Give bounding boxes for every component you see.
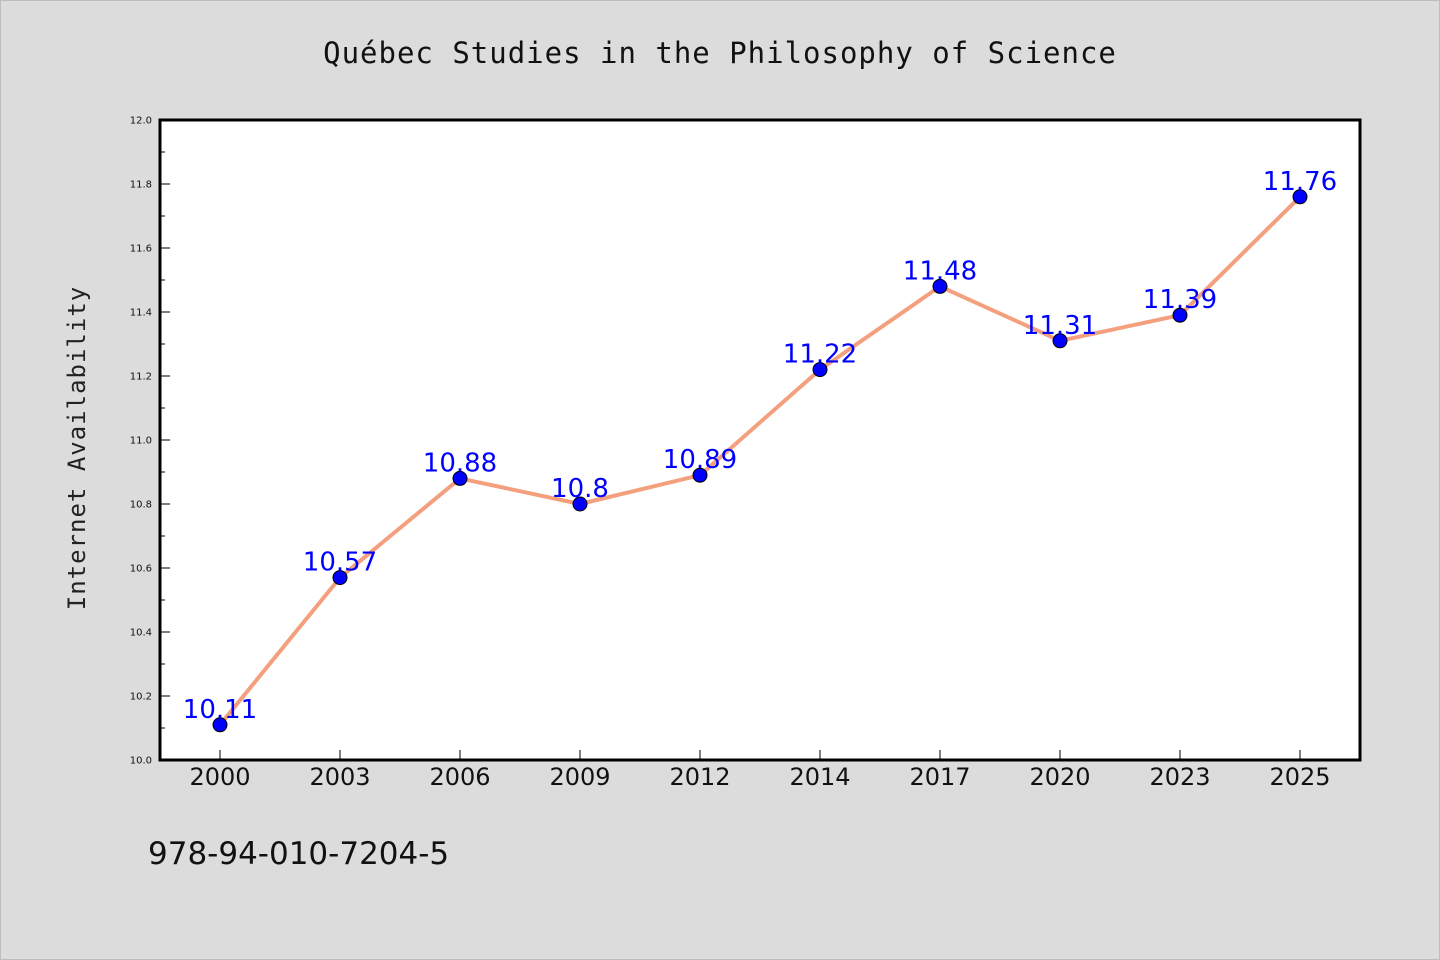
data-point	[812, 362, 828, 378]
data-point	[332, 570, 348, 586]
y-tick-label: 11.6	[130, 244, 152, 255]
data-label: 11.31	[1023, 311, 1097, 341]
x-tick-label: 2012	[669, 763, 730, 791]
y-tick-label: 11.8	[130, 180, 152, 191]
y-axis-label: Internet Availability	[63, 286, 91, 610]
y-axis: 10.0 10.2 10.4 10.6 10.8 11.0 11.2 11.4 11.6 11.8…	[130, 116, 170, 767]
x-tick-label: 2006	[429, 763, 490, 791]
data-label: 10.89	[663, 445, 737, 475]
data-point	[212, 717, 228, 733]
x-tick-label: 2020	[1029, 763, 1090, 791]
y-tick-label: 11.2	[130, 372, 152, 383]
data-label: 10.11	[183, 695, 257, 725]
x-tick-label: 2017	[909, 763, 970, 791]
data-point	[1052, 333, 1068, 349]
y-tick-label: 11.4	[130, 308, 152, 319]
x-tick-label: 2023	[1149, 763, 1210, 791]
data-label: 10.57	[303, 548, 377, 578]
y-tick-label: 10.0	[130, 756, 152, 767]
data-point	[572, 496, 588, 512]
series-line	[218, 194, 1302, 727]
x-axis: 2000 2003 2006 2009 2012 2014 2017 2020 2023 2025	[189, 750, 1331, 791]
y-tick-label: 11.0	[130, 436, 152, 447]
x-tick-label: 2009	[549, 763, 610, 791]
data-label: 11.76	[1263, 167, 1337, 197]
y-tick-label: 10.4	[130, 628, 152, 639]
y-tick-label: 10.2	[130, 692, 152, 703]
x-tick-label: 2000	[189, 763, 250, 791]
data-label-layer: 10.11 10.57 10.88 10.8 10.89 11.22 11.48 11.31 1…	[183, 167, 1337, 725]
x-tick-label: 2014	[789, 763, 850, 791]
data-point	[1292, 189, 1308, 205]
data-label: 11.48	[903, 256, 977, 286]
y-tick-label: 12.0	[130, 116, 152, 127]
series-layer	[212, 189, 1308, 733]
plot-area	[158, 118, 1362, 762]
x-tick-label: 2025	[1269, 763, 1330, 791]
chart-title: Québec Studies in the Philosophy of Scie…	[323, 36, 1117, 70]
data-label: 11.22	[783, 340, 857, 370]
data-point	[932, 278, 948, 294]
data-label: 11.39	[1143, 285, 1217, 315]
x-tick-label: 2003	[309, 763, 370, 791]
data-label: 10.8	[551, 474, 609, 504]
isbn-footer: 978-94-010-7204-5	[148, 836, 449, 872]
data-point	[692, 467, 708, 483]
data-point	[452, 470, 468, 486]
y-tick-label: 10.8	[130, 500, 152, 511]
y-tick-label: 10.6	[130, 564, 152, 575]
data-point	[1172, 307, 1188, 323]
data-label: 10.88	[423, 448, 497, 478]
